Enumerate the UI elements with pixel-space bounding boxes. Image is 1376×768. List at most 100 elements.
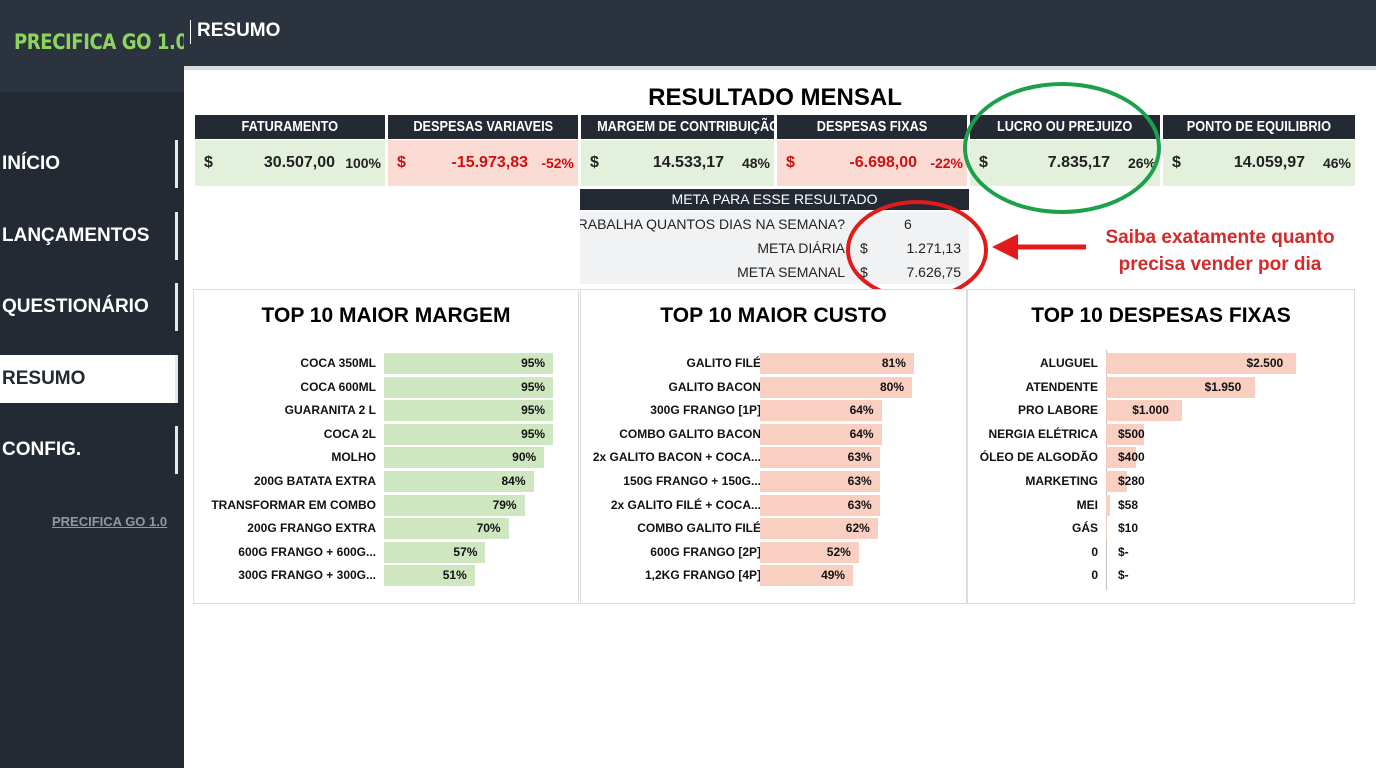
summary-title: RESULTADO MENSAL xyxy=(648,84,902,111)
fixed-row: ÓLEO DE ALGODÃO $400 xyxy=(968,447,1354,469)
cost-bar: 62% xyxy=(760,518,878,540)
top-cost-panel: TOP 10 MAIOR CUSTO GALITO FILÉ 81% GALITO … xyxy=(580,289,967,604)
fixed-bar xyxy=(1106,494,1111,516)
callout-arrow-icon xyxy=(992,234,1086,260)
cost-category-label: COMBO GALITO FILÉ xyxy=(637,521,761,536)
nav-item-questionario[interactable]: QUESTIONÁRIO xyxy=(0,283,178,331)
fixed-bar xyxy=(1106,423,1145,445)
fixed-category-label: 0 xyxy=(1091,544,1098,559)
cost-row: 2x GALITO BACON + COCA... 63% xyxy=(581,447,966,469)
margin-bar: 95% xyxy=(384,353,554,374)
kpi-header-despesas-fixas: DESPESAS FIXAS xyxy=(777,115,967,139)
kpi-ponto-equilibrio: $ 14.059,97 46% xyxy=(1163,140,1355,186)
cost-value-label: 63% xyxy=(847,450,872,465)
callout-line-2: precisa vender por dia xyxy=(1118,254,1322,275)
cost-bar: 63% xyxy=(760,447,880,469)
margin-category-label: TRANSFORMAR EM COMBO xyxy=(211,497,376,512)
kpi-faturamento: $ 30.507,00 100% xyxy=(195,140,385,186)
margin-value-label: 79% xyxy=(492,497,517,512)
top-margin-title: TOP 10 MAIOR MARGEM xyxy=(261,304,511,327)
fixed-axis xyxy=(1106,350,1107,590)
margin-category-label: COCA 600ML xyxy=(300,379,376,394)
nav-item-inicio[interactable]: INÍCIO xyxy=(0,140,178,188)
margin-value-label: 51% xyxy=(442,568,467,583)
fixed-category-label: GÁS xyxy=(1071,521,1098,536)
cost-row: COMBO GALITO BACON 64% xyxy=(581,423,966,445)
fixed-value-label: $1.000 xyxy=(1132,403,1169,418)
cost-bar: 63% xyxy=(760,471,880,492)
fixed-row: PRO LABORE $1.000 xyxy=(968,400,1354,422)
margin-category-label: 200G FRANGO EXTRA xyxy=(247,521,376,536)
kpi-percent: -52% xyxy=(541,155,574,171)
kpi-amount: 14.533,17 xyxy=(652,154,724,171)
kpi-currency: $ xyxy=(590,154,599,171)
fixed-category-label: PRO LABORE xyxy=(1017,403,1098,418)
fixed-bar xyxy=(1106,471,1128,492)
margin-category-label: 200G BATATA EXTRA xyxy=(253,474,376,488)
kpi-header-ponto-equilibrio: PONTO DE EQUILIBRIO xyxy=(1163,115,1355,139)
fixed-value-label: $- xyxy=(1118,544,1129,559)
cost-value-label: 62% xyxy=(845,521,870,536)
margin-row: 600G FRANGO + 600G... 57% xyxy=(194,541,578,563)
nav-item-resumo[interactable]: RESUMO xyxy=(0,355,178,403)
fixed-category-label: ALUGUEL xyxy=(1040,356,1098,370)
top-margin-panel: TOP 10 MAIOR MARGEM COCA 350ML 95% COCA 60… xyxy=(193,289,579,604)
kpi-currency: $ xyxy=(397,154,406,171)
kpi-header-faturamento: FATURAMENTO xyxy=(195,115,385,139)
top-fixed-expenses-panel: TOP 10 DESPESAS FIXAS ALUGUEL $2.500 ATEND… xyxy=(967,289,1355,604)
margin-row: COCA 350ML 95% xyxy=(194,353,578,374)
cost-category-label: GALITO FILÉ xyxy=(686,356,761,370)
fixed-value-label: $1.950 xyxy=(1204,379,1242,394)
fixed-row: MARKETING $280 xyxy=(968,471,1354,492)
kpi-percent: 48% xyxy=(741,155,770,171)
cost-value-label: 52% xyxy=(826,544,851,559)
nav-item-config[interactable]: CONFIG. xyxy=(0,426,178,474)
fixed-bar xyxy=(1106,353,1297,374)
fixed-value-label: $2.500 xyxy=(1246,356,1284,370)
kpi-percent: 100% xyxy=(345,155,381,171)
cost-value-label: 63% xyxy=(847,474,872,488)
fixed-category-label: 0 xyxy=(1091,568,1098,583)
margin-category-label: COCA 2L xyxy=(323,426,376,441)
fixed-value-label: $10 xyxy=(1118,521,1139,536)
cost-row: 600G FRANGO [2P] 52% xyxy=(581,541,966,563)
margin-value-label: 84% xyxy=(501,474,526,488)
margin-category-label: MOLHO xyxy=(331,450,376,465)
kpi-amount: 14.059,97 xyxy=(1233,154,1305,171)
fixed-value-label: $58 xyxy=(1118,497,1139,512)
cost-category-label: 300G FRANGO [1P] xyxy=(650,403,761,418)
margin-category-label: 300G FRANGO + 300G... xyxy=(238,568,376,583)
fixed-bar xyxy=(1106,518,1107,540)
margin-category-label: GUARANITA 2 L xyxy=(284,403,376,418)
meta-title: META PARA ESSE RESULTADO xyxy=(580,189,969,210)
fixed-category-label: NERGIA ELÉTRICA xyxy=(988,426,1098,441)
cost-category-label: 1,2KG FRANGO [4P] xyxy=(644,568,761,583)
fixed-value-label: $500 xyxy=(1118,426,1145,441)
title-separator xyxy=(190,20,191,44)
margin-row: COCA 2L 95% xyxy=(194,423,578,445)
fixed-row: 0 $- xyxy=(968,542,1354,563)
cost-value-label: 63% xyxy=(847,497,872,512)
cost-value-label: 81% xyxy=(881,356,906,370)
kpi-currency: $ xyxy=(786,154,795,171)
cost-category-label: COMBO GALITO BACON xyxy=(619,426,761,441)
callout-text: Saiba exatamente quanto precisa vender p… xyxy=(1090,224,1350,278)
margin-bar: 79% xyxy=(384,494,525,516)
cost-row: 2x GALITO FILÉ + COCA... 63% xyxy=(581,494,966,516)
cost-row: GALITO FILÉ 81% xyxy=(581,353,966,374)
fixed-row: MEI $58 xyxy=(968,494,1354,516)
cost-bar: 64% xyxy=(760,400,882,422)
margin-row: 200G FRANGO EXTRA 70% xyxy=(194,518,578,540)
cost-bar: 63% xyxy=(760,494,880,516)
cost-value-label: 49% xyxy=(821,568,846,583)
nav-item-lancamentos[interactable]: LANÇAMENTOS xyxy=(0,212,178,260)
margin-bar: 95% xyxy=(384,400,554,422)
meta-weekly-label: META SEMANAL xyxy=(737,264,845,280)
cost-bar: 49% xyxy=(760,565,854,587)
margin-value-label: 90% xyxy=(512,450,537,465)
fixed-row: GÁS $10 xyxy=(968,518,1354,540)
sidebar-footer-link[interactable]: PRECIFICA GO 1.0 xyxy=(52,514,168,529)
kpi-percent: -22% xyxy=(930,155,963,171)
meta-daily-label: META DIÁRIA xyxy=(757,240,845,256)
margin-value-label: 57% xyxy=(453,544,478,559)
